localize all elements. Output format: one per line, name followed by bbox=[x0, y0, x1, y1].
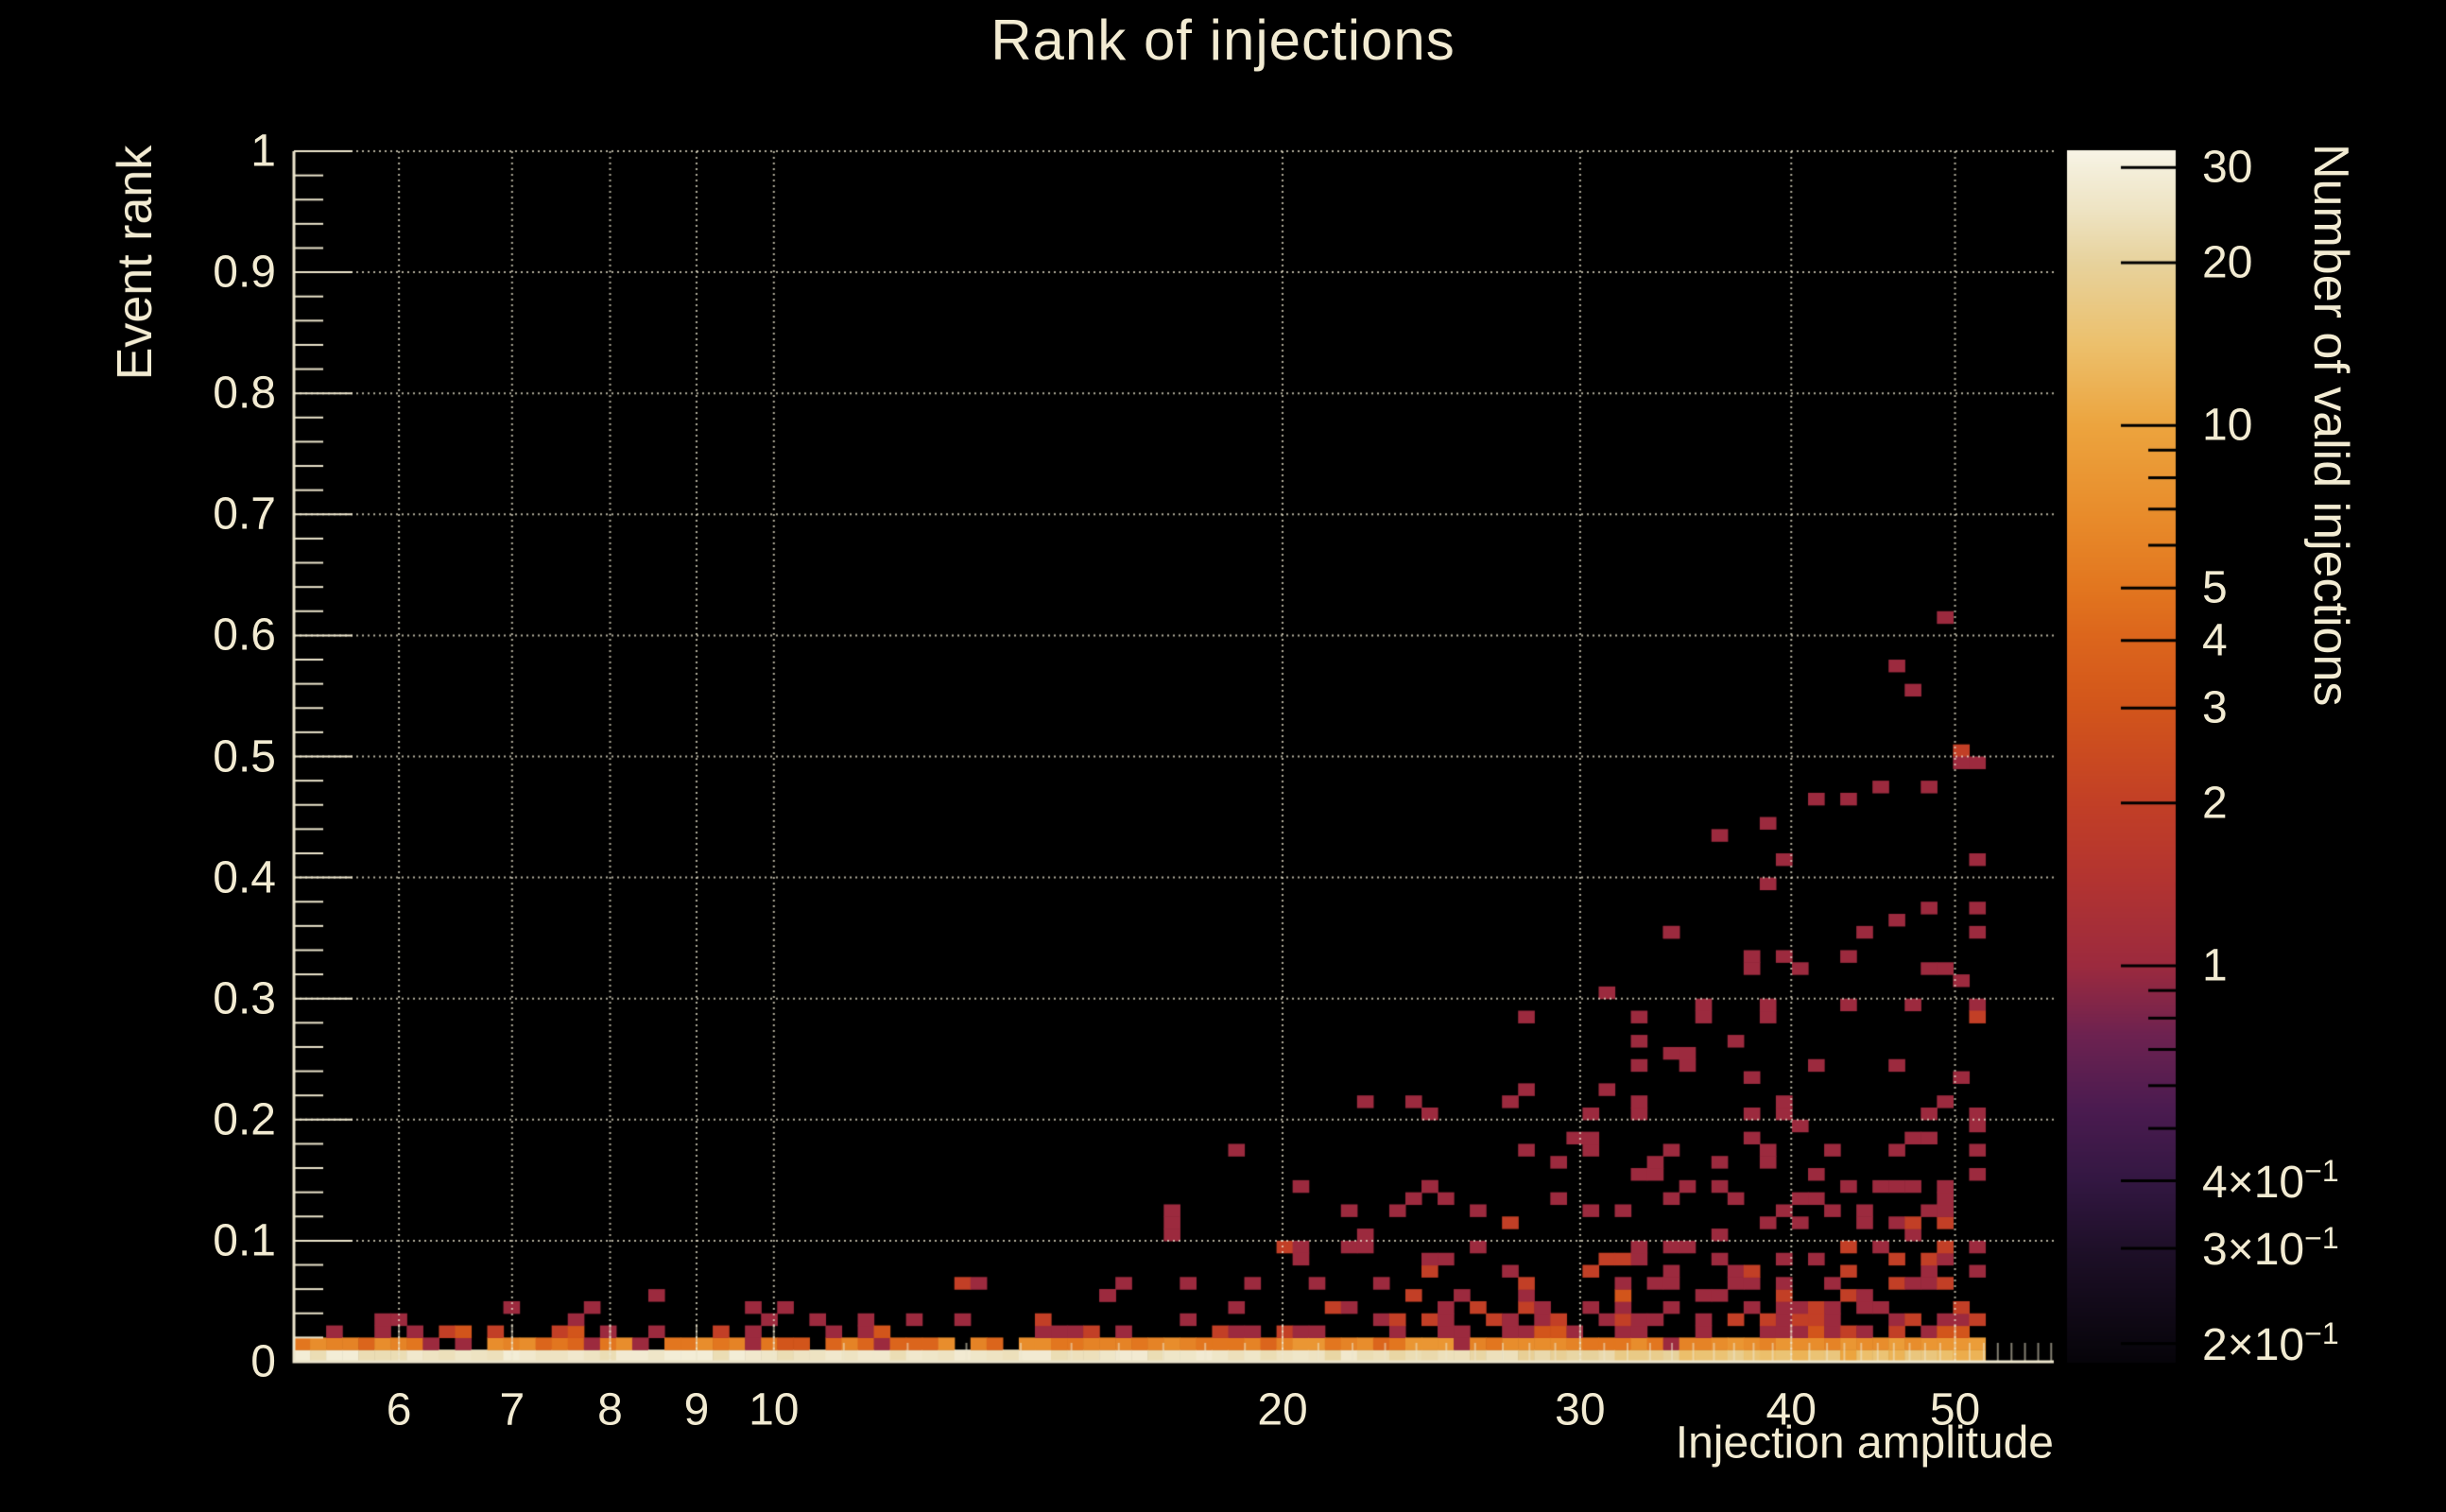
x-axis-title: Injection amplitude bbox=[1675, 1418, 2054, 1469]
y-tick-label: 0.2 bbox=[213, 1094, 276, 1145]
y-tick-label: 0.4 bbox=[213, 852, 276, 903]
colorbar-tick-label: 4×10−1 bbox=[2202, 1153, 2339, 1208]
y-tick-label: 0.5 bbox=[213, 731, 276, 782]
colorbar-tick-label: 2×10−1 bbox=[2202, 1315, 2339, 1370]
y-tick-label: 0.8 bbox=[213, 368, 276, 419]
colorbar-tick-label: 20 bbox=[2202, 237, 2253, 288]
y-tick-label: 0.1 bbox=[213, 1215, 276, 1266]
y-tick-label: 0.6 bbox=[213, 610, 276, 661]
x-tick-label: 40 bbox=[1766, 1384, 1817, 1435]
x-tick-label: 30 bbox=[1555, 1384, 1606, 1435]
colorbar-tick-label: 3×10−1 bbox=[2202, 1220, 2339, 1275]
x-tick-label: 8 bbox=[597, 1384, 623, 1435]
y-tick-label: 0.9 bbox=[213, 247, 276, 298]
x-tick-label: 7 bbox=[499, 1384, 525, 1435]
x-tick-label: 6 bbox=[386, 1384, 412, 1435]
x-tick-label: 9 bbox=[683, 1384, 710, 1435]
x-tick-label: 20 bbox=[1257, 1384, 1308, 1435]
colorbar-tick-label: 30 bbox=[2202, 142, 2253, 193]
y-tick-label: 0 bbox=[250, 1336, 276, 1387]
x-tick-label: 10 bbox=[749, 1384, 800, 1435]
chart-title: Rank of injections bbox=[990, 9, 1456, 72]
x-tick-label: 50 bbox=[1929, 1384, 1981, 1435]
y-tick-label: 1 bbox=[250, 126, 276, 177]
colorbar-title: Number of valid injections bbox=[2303, 144, 2358, 707]
colorbar-tick-label: 10 bbox=[2202, 400, 2253, 451]
y-tick-label: 0.7 bbox=[213, 489, 276, 540]
colorbar-tick-label: 2 bbox=[2202, 778, 2228, 829]
colorbar-tick-label: 3 bbox=[2202, 682, 2228, 733]
colorbar-tick-label: 5 bbox=[2202, 562, 2228, 613]
colorbar-tick-label: 4 bbox=[2202, 615, 2228, 666]
y-tick-label: 0.3 bbox=[213, 973, 276, 1024]
colorbar-tick-label: 1 bbox=[2202, 940, 2228, 991]
